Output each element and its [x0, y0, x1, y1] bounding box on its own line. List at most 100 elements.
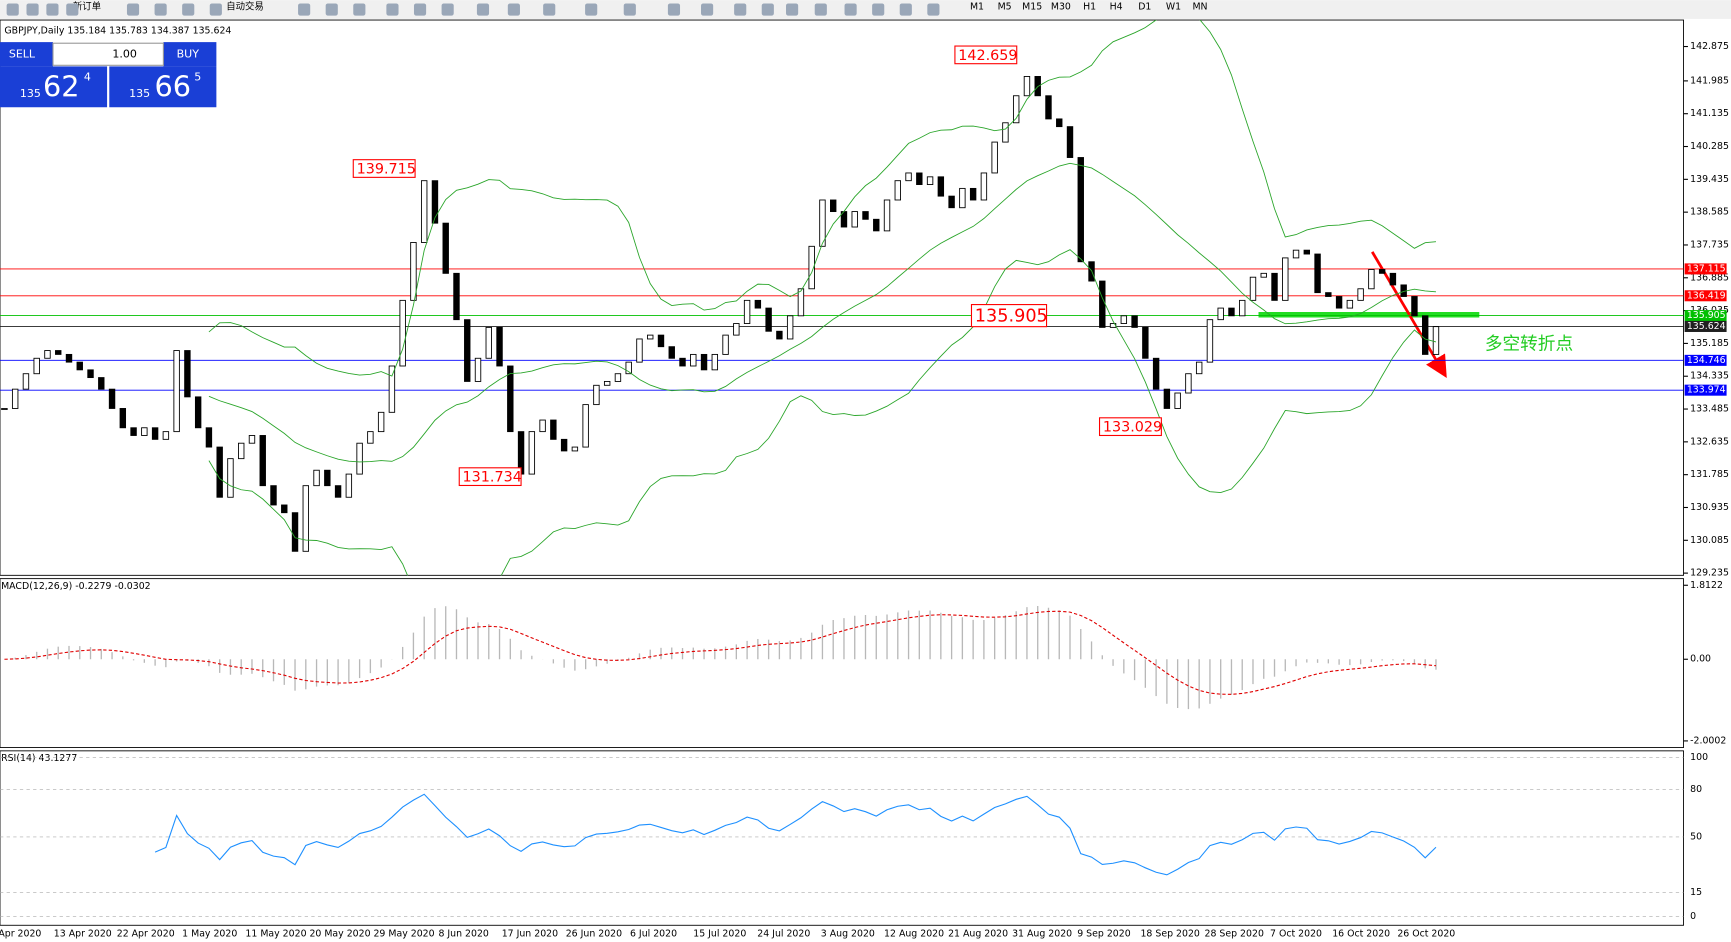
candle — [1131, 315, 1138, 328]
auto-trading[interactable]: 自动交易 — [226, 0, 264, 12]
toolbar-icon[interactable] — [543, 3, 556, 16]
candle — [926, 176, 934, 185]
lots-input[interactable] — [52, 42, 164, 66]
toolbar-icon[interactable] — [814, 3, 827, 16]
macd-tick-label: 0.00 — [1690, 654, 1711, 665]
lots[interactable]: 1.00 — [112, 47, 137, 60]
toolbar-icon[interactable] — [623, 3, 636, 16]
candle — [313, 469, 320, 487]
date-label: 17 Jun 2020 — [502, 929, 558, 940]
toolbar-icon[interactable] — [6, 3, 19, 16]
date-label: 28 Sep 2020 — [1205, 929, 1264, 940]
ask-panel[interactable] — [109, 66, 217, 108]
timeframe[interactable]: M30 — [1051, 1, 1071, 12]
date-label: 8 Jun 2020 — [438, 929, 488, 940]
toolbar-icon[interactable] — [209, 3, 222, 16]
chart-header: GBPJPY,Daily 135.184 135.783 134.387 135… — [4, 26, 231, 37]
toolbar-icon[interactable] — [507, 3, 520, 16]
candle — [1335, 296, 1343, 309]
timeframe[interactable]: W1 — [1166, 1, 1181, 12]
price-tick-label: 130.935 — [1690, 502, 1729, 513]
candle — [130, 427, 137, 436]
toolbar-icon[interactable] — [413, 3, 427, 16]
candle — [647, 334, 654, 340]
price-tick-label: 140.285 — [1690, 141, 1729, 152]
level-label: 136.419 — [1687, 290, 1726, 301]
candle — [173, 350, 180, 433]
level-tag — [1684, 320, 1727, 332]
date-label: 24 Jul 2020 — [757, 929, 810, 940]
price-tick-label: 129.235 — [1690, 568, 1729, 579]
candle — [1002, 122, 1009, 143]
toolbar-icon[interactable] — [325, 3, 338, 16]
buy-label[interactable]: BUY — [177, 47, 200, 60]
rsi-tick-label: 15 — [1690, 887, 1702, 898]
candle — [1034, 76, 1041, 97]
toolbar-icon[interactable] — [66, 3, 79, 16]
toolbar-icon[interactable] — [927, 3, 940, 16]
timeframe[interactable]: M1 — [970, 1, 984, 12]
bid-panel[interactable] — [0, 66, 108, 108]
price-tick-label: 142.875 — [1690, 41, 1729, 52]
date-label: 11 May 2020 — [245, 929, 306, 940]
date-label: 26 Jun 2020 — [566, 929, 622, 940]
candle — [431, 180, 439, 224]
candle — [377, 411, 385, 433]
toolbar-icon[interactable] — [667, 3, 681, 16]
candle — [1432, 326, 1440, 355]
candle — [862, 211, 869, 220]
sell-label[interactable]: SELL — [9, 47, 36, 60]
candle — [722, 334, 729, 355]
toolbar-icon[interactable] — [761, 3, 774, 16]
candle — [399, 299, 406, 367]
timeframe[interactable]: H4 — [1110, 1, 1123, 12]
new-order[interactable]: 新订单 — [73, 0, 101, 12]
candle — [700, 353, 708, 371]
buy-button[interactable] — [163, 42, 217, 67]
toolbar-icon[interactable] — [182, 3, 195, 16]
toolbar-icon[interactable] — [844, 3, 857, 16]
candle — [1422, 315, 1429, 355]
timeframe[interactable]: M15 — [1022, 1, 1042, 12]
timeframe[interactable]: D1 — [1138, 1, 1151, 12]
candle — [582, 404, 589, 448]
toolbar-icon[interactable] — [899, 3, 912, 16]
rsi-tick-label: 100 — [1690, 752, 1708, 763]
rsi-tick-label: 50 — [1690, 831, 1702, 842]
candle — [227, 458, 234, 498]
toolbar-icon[interactable] — [298, 3, 311, 16]
annotation-box — [352, 159, 416, 178]
bollinger-band — [208, 162, 1437, 463]
timeframe[interactable]: H1 — [1083, 1, 1096, 12]
price-tick-label: 133.485 — [1690, 404, 1729, 415]
level-tag — [1684, 354, 1727, 366]
toolbar-icon[interactable] — [872, 3, 885, 16]
toolbar-icon[interactable] — [126, 3, 140, 16]
candle — [108, 388, 116, 409]
toolbar-icon[interactable] — [46, 3, 59, 16]
candle — [507, 365, 514, 433]
candle — [302, 485, 309, 552]
timeframe[interactable]: M5 — [998, 1, 1012, 12]
ask-big: 135 — [129, 87, 150, 100]
toolbar-icon[interactable] — [701, 3, 714, 16]
candle — [1271, 272, 1278, 301]
annotation-box — [458, 467, 522, 487]
toolbar-icon[interactable] — [386, 3, 399, 16]
sell-button[interactable] — [0, 42, 53, 67]
timeframe[interactable]: MN — [1192, 1, 1207, 12]
candle — [625, 361, 632, 375]
toolbar-icon[interactable] — [353, 3, 366, 16]
candle — [1239, 299, 1246, 317]
toolbar-icon[interactable] — [476, 3, 490, 16]
toolbar-icon[interactable] — [154, 3, 167, 16]
candle — [711, 353, 719, 371]
toolbar-icon[interactable] — [734, 3, 747, 16]
toolbar-icon[interactable] — [786, 3, 799, 16]
candle — [937, 176, 945, 197]
toolbar-icon[interactable] — [441, 3, 454, 16]
candle — [141, 427, 148, 436]
toolbar-icon[interactable] — [585, 3, 598, 16]
level-label: 135.624 — [1687, 321, 1726, 332]
toolbar-icon[interactable] — [26, 3, 39, 16]
